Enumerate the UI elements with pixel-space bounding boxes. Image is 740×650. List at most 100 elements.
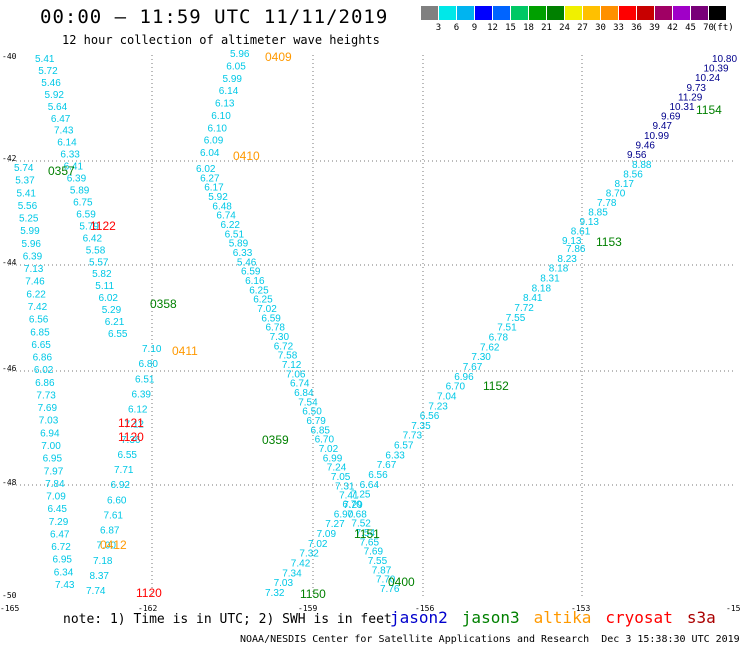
wave-height-value: 6.70 — [315, 435, 335, 446]
wave-height-value: 6.74 — [216, 211, 236, 222]
wave-height-value: 7.13 — [24, 264, 44, 275]
wave-height-value: 6.02 — [196, 164, 216, 175]
wave-height-value: 7.62 — [480, 342, 500, 353]
latitude-label: -48 — [2, 478, 17, 487]
wave-height-value: 6.72 — [274, 341, 294, 352]
wave-height-value: 5.56 — [18, 201, 38, 212]
pass-time-label: 0412 — [100, 538, 127, 552]
wave-height-value: 5.11 — [95, 281, 114, 292]
scale-unit: (ft) — [712, 23, 734, 33]
scale-label: 27 — [577, 23, 588, 33]
pass-time-label: 1120 — [118, 430, 144, 444]
scale-label: 15 — [505, 23, 516, 33]
wave-height-value: 5.37 — [15, 176, 35, 187]
wave-height-value: 7.02 — [319, 444, 339, 455]
scale-swatch — [565, 6, 582, 20]
wave-height-value: 6.55 — [118, 450, 138, 461]
wave-height-value: 6.10 — [211, 111, 231, 122]
wave-height-value: 6.25 — [249, 285, 269, 296]
wave-height-value: 10.80 — [712, 54, 737, 65]
wave-height-value: 8.37 — [90, 571, 110, 582]
wave-height-value: 5.92 — [208, 192, 228, 203]
wave-height-value: 7.42 — [28, 302, 48, 313]
wave-height-value: 6.87 — [100, 526, 120, 537]
wave-height-value: 7.09 — [317, 529, 337, 540]
scale-swatch — [655, 6, 672, 20]
wave-height-value: 7.30 — [270, 332, 290, 343]
pass-time-label: 0357 — [48, 164, 75, 178]
wave-height-value: 5.79 — [79, 221, 99, 232]
wave-height-value: 7.72 — [514, 303, 534, 314]
wave-height-value: 7.31 — [335, 481, 355, 492]
wave-height-value: 7.67 — [463, 362, 483, 373]
wave-height-value: 7.65 — [360, 537, 380, 548]
satellite-cryosat: cryosat — [605, 608, 673, 627]
wave-height-value: 7.05 — [331, 472, 351, 483]
wave-height-value: 6.51 — [135, 374, 155, 385]
wave-height-value: 6.70 — [446, 382, 466, 393]
page-title: 00:00 — 11:59 UTC 11/11/2019 — [40, 6, 389, 28]
page-subtitle: 12 hour collection of altimeter wave hei… — [62, 33, 380, 47]
wave-height-value: 6.59 — [241, 267, 261, 278]
wave-height-value: 7.52 — [351, 519, 371, 530]
wave-height-value: 6.39 — [132, 389, 152, 400]
wave-height-value: 8.41 — [523, 293, 543, 304]
wave-height-value: 5.96 — [22, 239, 42, 250]
wave-height-value: 6.05 — [226, 61, 246, 72]
longitude-label: -156 — [415, 604, 434, 613]
satellite-altika: altika — [533, 608, 592, 627]
wave-height-value: 7.61 — [104, 510, 124, 521]
wave-height-value: 6.09 — [204, 136, 224, 147]
scale-swatch — [691, 6, 708, 20]
wave-height-value: 6.55 — [108, 329, 128, 340]
wave-height-value: 7.12 — [125, 420, 145, 431]
wave-height-value: 10.31 — [670, 102, 695, 113]
pass-time-label: 1150 — [300, 587, 326, 601]
wave-height-value: 7.34 — [282, 568, 302, 579]
wave-height-value: 6.80 — [139, 359, 159, 370]
wave-height-value: 6.70 — [342, 500, 362, 511]
wave-height-value: 7.09 — [46, 492, 66, 503]
wave-height-value: 5.99 — [223, 74, 243, 85]
latitude-label: -44 — [2, 258, 17, 267]
wave-height-value: 5.46 — [41, 78, 61, 89]
wave-height-value: 8.18 — [532, 283, 552, 294]
scale-label: 33 — [613, 23, 624, 33]
wave-height-value: 7.73 — [403, 431, 423, 442]
wave-height-value: 7.46 — [25, 277, 45, 288]
wave-height-value: 5.82 — [92, 269, 112, 280]
wave-height-value: 6.56 — [368, 470, 388, 481]
wave-height-value: 7.74 — [86, 586, 106, 597]
pass-time-label: 0358 — [150, 297, 177, 311]
wave-height-value: 6.47 — [51, 114, 71, 125]
wave-height-value: 8.31 — [540, 274, 560, 285]
wave-height-value: 7.06 — [286, 369, 306, 380]
wave-height-value: 6.39 — [23, 252, 43, 263]
wave-height-value: 7.02 — [308, 539, 328, 550]
wave-height-value: 9.46 — [636, 140, 656, 151]
latitude-label: -40 — [2, 52, 17, 61]
wave-height-value: 7.36 — [121, 435, 141, 446]
wave-height-value: 6.22 — [26, 289, 46, 300]
wave-height-value: 6.51 — [225, 229, 245, 240]
scale-swatch — [601, 6, 618, 20]
longitude-label: -153 — [571, 604, 590, 613]
wave-height-value: 7.78 — [597, 198, 617, 209]
wave-height-value: 6.27 — [200, 173, 220, 184]
wave-height-value: 6.75 — [73, 198, 93, 209]
scale-label: 12 — [487, 23, 498, 33]
wave-height-value: 6.13 — [215, 99, 235, 110]
wave-height-value: 7.51 — [497, 323, 517, 334]
scale-swatch — [583, 6, 600, 20]
wave-height-value: 7.67 — [377, 460, 397, 471]
wave-height-value: 6.59 — [261, 313, 281, 324]
satellite-jason3: jason3 — [461, 608, 520, 627]
wave-height-value: 7.32 — [265, 588, 285, 599]
wave-height-value: 7.23 — [428, 401, 448, 412]
longitude-label: -165 — [0, 604, 19, 613]
wave-height-value: 7.18 — [93, 556, 113, 567]
wave-height-value: 8.88 — [632, 160, 652, 171]
wave-height-value: 6.21 — [105, 317, 125, 328]
